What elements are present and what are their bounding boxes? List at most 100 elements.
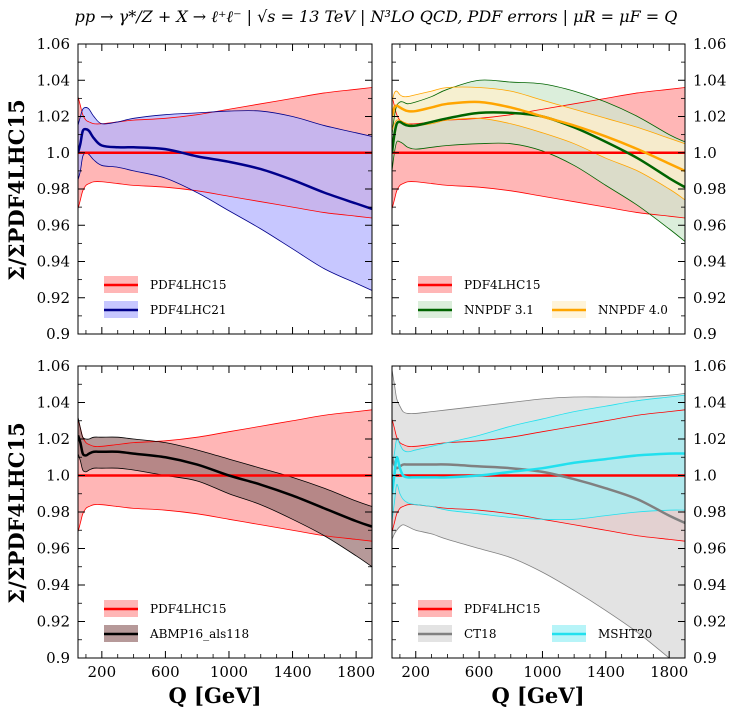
x-tick-label: 200 (88, 663, 117, 681)
legend-label: PDF4LHC21 (150, 303, 227, 317)
y-tick-label: 0.92 (37, 289, 70, 307)
y-tick-label: 0.96 (37, 216, 70, 234)
band-lower-edge-ct18 (392, 524, 670, 658)
y-tick-label: 0.9 (693, 649, 717, 667)
x-tick-label: 1000 (523, 663, 561, 681)
plot-area (78, 409, 372, 568)
band-lower-edge-pdf4lhc15 (392, 181, 685, 219)
legend-item-abmp16-als118: ABMP16_als118 (104, 625, 249, 642)
y-tick-label: 1.06 (693, 35, 726, 53)
legend-item-pdf4lhc21: PDF4LHC21 (104, 301, 227, 318)
central-line-nnpdf-3-1 (392, 111, 685, 189)
y-tick-label: 0.9 (46, 325, 70, 343)
band-lower-edge-pdf4lhc15 (392, 504, 685, 542)
x-axis-label-right: Q [GeV] (491, 683, 584, 708)
y-tick-label: 0.98 (693, 180, 726, 198)
band-upper-edge-nnpdf-4-0 (392, 86, 685, 145)
legend-item-pdf4lhc15: PDF4LHC15 (418, 600, 541, 617)
band-upper-edge-msht20 (392, 394, 685, 467)
legend-item-msht20: MSHT20 (552, 625, 652, 642)
y-tick-label: 1.0 (693, 467, 717, 485)
y-tick-label: 0.92 (693, 289, 726, 307)
central-line-abmp16-als118 (78, 434, 372, 528)
x-tick-label: 1800 (337, 663, 375, 681)
x-tick-label: 600 (151, 663, 180, 681)
x-tick-label: 600 (465, 663, 494, 681)
y-tick-label: 0.96 (693, 216, 726, 234)
y-tick-label: 1.06 (37, 357, 70, 375)
y-tick-label: 0.9 (693, 325, 717, 343)
panel-bottom-left: 200 600 1000 1400 1800 0.9 0.92 0.94 0.96 0.98 1.0… (37, 357, 376, 681)
y-tick-label: 1.02 (693, 430, 726, 448)
legend-item-ct18: CT18 (418, 625, 496, 642)
y-tick-label: 1.04 (693, 71, 726, 89)
legend-label: CT18 (464, 627, 496, 641)
band-upper-edge-ct18 (392, 369, 685, 415)
y-tick-label: 0.9 (46, 649, 70, 667)
y-axis-label-top: Σ/ΣPDF4LHC15 (4, 99, 29, 280)
legend-label: PDF4LHC15 (464, 278, 541, 292)
y-tick-label: 0.94 (693, 253, 726, 271)
legend-label: PDF4LHC15 (150, 602, 227, 616)
y-tick-label: 1.02 (693, 108, 726, 126)
central-line-msht20 (392, 452, 685, 494)
legend-item-pdf4lhc15: PDF4LHC15 (104, 600, 227, 617)
band-lower-edge-pdf4lhc15 (78, 504, 372, 542)
legend-label: PDF4LHC15 (464, 602, 541, 616)
y-tick-label: 0.98 (37, 503, 70, 521)
band-lower-edge-nnpdf-3-1 (392, 140, 685, 242)
band-lower-edge-nnpdf-4-0 (392, 117, 685, 201)
y-tick-label: 1.04 (693, 394, 726, 412)
x-tick-label: 1800 (650, 663, 688, 681)
legend-label: NNPDF 3.1 (464, 303, 534, 317)
band-lower-edge-pdf4lhc15 (78, 181, 372, 219)
panel-bottom-right: 200 600 1000 1400 1800 0.9 0.92 0.94 0.96 0.98 1.0… (391, 357, 726, 681)
band-upper-edge-pdf4lhc15 (78, 409, 372, 447)
x-tick-label: 1400 (273, 663, 311, 681)
plot-area (392, 369, 685, 658)
band-lower-edge-abmp16-als118 (78, 453, 372, 568)
central-line-nnpdf-4-0 (392, 100, 685, 173)
y-tick-label: 1.0 (46, 467, 70, 485)
y-tick-label: 0.94 (693, 576, 726, 594)
x-axis-label-left: Q [GeV] (168, 683, 261, 708)
y-tick-label: 1.04 (37, 71, 70, 89)
y-tick-label: 0.92 (37, 613, 70, 631)
y-tick-label: 0.96 (37, 540, 70, 558)
panels: 0.9 0.92 0.94 0.96 0.98 1.0 1.02 1.04 1.06 PDF4LH… (37, 35, 727, 681)
central-line-pdf4lhc21 (78, 127, 372, 211)
band-pdf4lhc21 (78, 107, 372, 291)
panel-top-right: 0.9 0.92 0.94 0.96 0.98 1.0 1.02 1.04 1.06 PDF4LH… (391, 35, 726, 343)
legend-label: PDF4LHC15 (150, 278, 227, 292)
x-tick-label: 1000 (210, 663, 248, 681)
panel-top-left: 0.9 0.92 0.94 0.96 0.98 1.0 1.02 1.04 1.06 PDF4LH… (37, 35, 373, 343)
y-tick-label: 0.98 (37, 180, 70, 198)
y-tick-label: 0.94 (37, 576, 70, 594)
legend-item-nnpdf-3-1: NNPDF 3.1 (418, 301, 534, 318)
x-tick-label: 200 (401, 663, 430, 681)
y-tick-label: 0.94 (37, 253, 70, 271)
y-tick-label: 1.0 (693, 144, 717, 162)
plot-area (78, 87, 372, 291)
y-tick-label: 0.96 (693, 540, 726, 558)
y-axis-label-bottom: Σ/ΣPDF4LHC15 (4, 422, 29, 603)
y-tick-label: 1.02 (37, 430, 70, 448)
band-upper-edge-nnpdf-3-1 (392, 79, 685, 143)
figure-title: pp → γ*/Z + X → ℓ⁺ℓ⁻ | √s = 13 TeV | N³L… (75, 7, 678, 26)
legend-item-pdf4lhc15: PDF4LHC15 (104, 276, 227, 293)
band-upper-edge-pdf4lhc15 (78, 87, 372, 125)
y-tick-label: 1.0 (46, 144, 70, 162)
legend-label: ABMP16_als118 (149, 627, 249, 641)
y-tick-label: 0.98 (693, 503, 726, 521)
plot-area (392, 79, 685, 242)
y-tick-label: 1.06 (37, 35, 70, 53)
y-tick-label: 0.92 (693, 613, 726, 631)
band-upper-edge-pdf4lhc21 (78, 107, 372, 137)
legend-item-nnpdf-4-0: NNPDF 4.0 (552, 301, 668, 318)
y-tick-label: 1.06 (693, 357, 726, 375)
band-lower-edge-msht20 (392, 484, 685, 522)
legend-label: NNPDF 4.0 (598, 303, 668, 317)
legend-label: MSHT20 (598, 627, 652, 641)
x-tick-label: 1400 (587, 663, 625, 681)
